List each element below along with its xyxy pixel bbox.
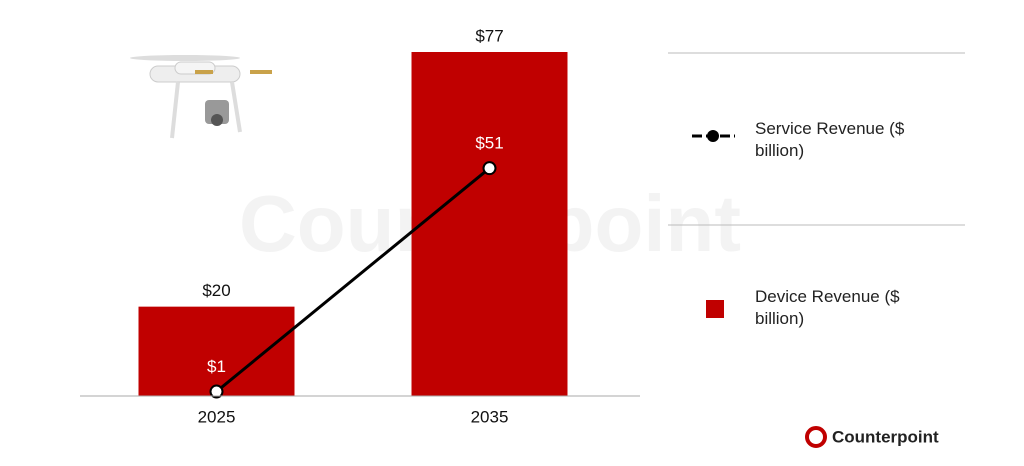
line-value-label: $51 (475, 134, 503, 153)
bar (411, 52, 568, 396)
line-point (209, 384, 224, 399)
line-value-label: $1 (207, 357, 226, 376)
legend-point-icon (707, 130, 719, 142)
x-tick-label: 2035 (471, 407, 509, 426)
legend-entry: Device Revenue ($ billion) (755, 287, 900, 328)
logo-icon (805, 426, 827, 448)
legend-bar-icon (706, 300, 724, 318)
line-point (482, 161, 497, 176)
logo-text: Counterpoint (832, 427, 939, 446)
bar-value-label: $20 (202, 281, 230, 300)
x-tick-label: 2025 (198, 407, 236, 426)
bar-value-label: $77 (475, 26, 503, 45)
line (215, 166, 491, 393)
drone-illustration (130, 55, 272, 139)
bar (138, 306, 295, 396)
legend-entry: Service Revenue ($ billion) (755, 119, 905, 160)
